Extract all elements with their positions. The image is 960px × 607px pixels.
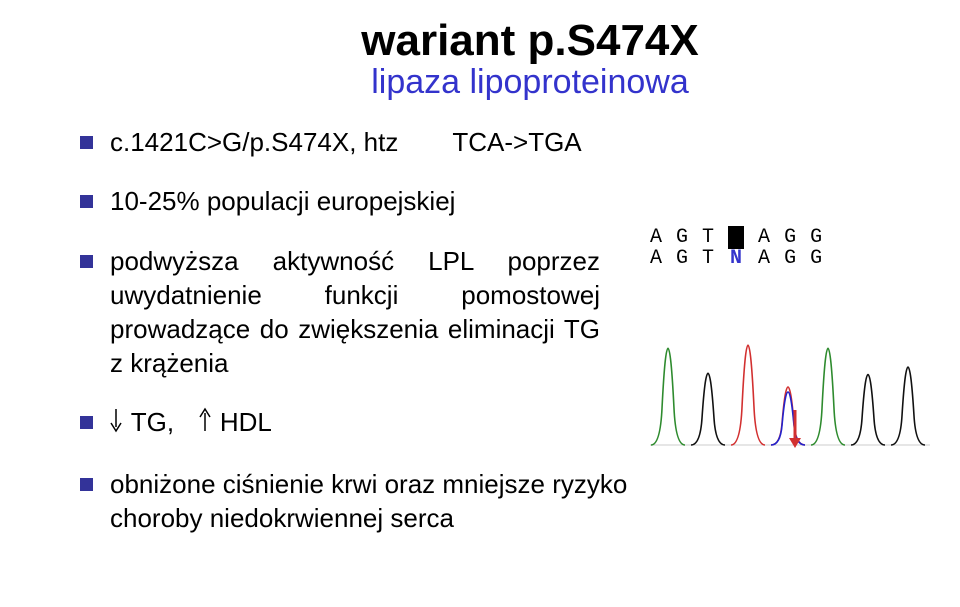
- bullet-1-pre: c.1421C>G/p.S474X, htz: [110, 127, 398, 157]
- bullet-4-tg: TG,: [131, 407, 174, 437]
- chromatogram-sequence: AGTNAGG AGTNAGG: [650, 226, 930, 270]
- chromatogram-plot: [650, 270, 930, 450]
- bullet-3: podwyższa aktywność LPL poprzez uwydatni…: [80, 245, 600, 380]
- down-arrow-icon: [110, 407, 122, 442]
- bullet-2: 10-25% populacji europejskiej: [80, 185, 840, 219]
- chromatogram-row-2: AGTNAGG: [650, 247, 930, 270]
- bullet-1: c.1421C>G/p.S474X, htz TCA->TGA: [80, 126, 840, 160]
- bullet-5: obniżone ciśnienie krwi oraz mniejsze ry…: [80, 468, 680, 536]
- slide-title: wariant p.S474X: [160, 18, 900, 64]
- slide-subtitle: lipaza lipoproteinowa: [160, 64, 900, 101]
- bullet-4: TG, HDL: [80, 406, 600, 442]
- bullet-1-post: TCA->TGA: [452, 127, 581, 157]
- chromatogram: AGTNAGG AGTNAGG: [650, 226, 930, 476]
- bullet-4-hdl: HDL: [220, 407, 272, 437]
- chromatogram-row-1: AGTNAGG: [650, 226, 930, 249]
- up-arrow-icon: [199, 407, 211, 442]
